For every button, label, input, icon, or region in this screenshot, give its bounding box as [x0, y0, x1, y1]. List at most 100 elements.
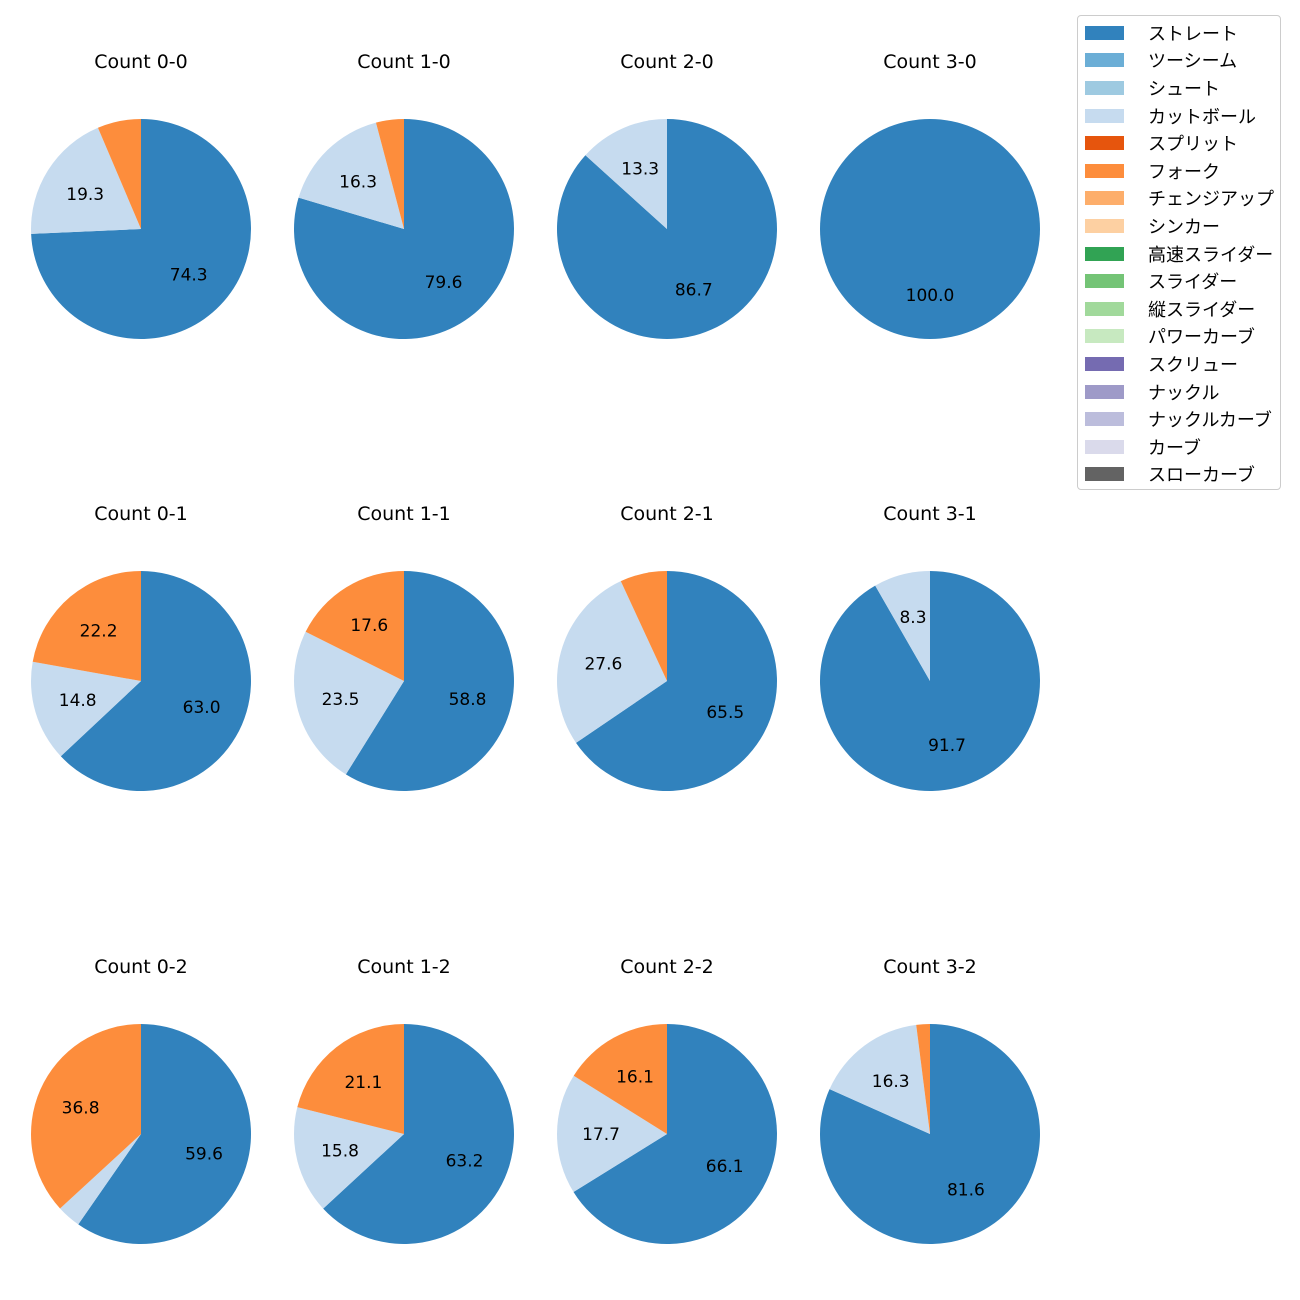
pie-slice-カットボール	[31, 661, 141, 757]
legend-item: ストレート	[1078, 19, 1280, 47]
pie-slice-カットボール	[875, 571, 930, 681]
pie-title: Count 2-0	[620, 51, 714, 73]
pie-slice-ストレート	[60, 571, 251, 791]
pie-title: Count 3-1	[883, 503, 977, 525]
pie-data-label: 21.1	[344, 1073, 382, 1093]
pie-slice-カットボール	[293, 631, 404, 775]
legend-label: ナックル	[1148, 382, 1220, 404]
legend-swatch	[1085, 467, 1124, 482]
pie-data-label: 13.3	[621, 160, 659, 180]
legend-item: ツーシーム	[1078, 47, 1280, 75]
pie-data-label: 27.6	[584, 654, 622, 674]
pie-slice-カットボール	[31, 127, 141, 234]
pie-slice-フォーク	[916, 1024, 930, 1134]
pie-slice-フォーク	[305, 571, 404, 681]
pie-slice-ストレート	[573, 1024, 777, 1244]
pie-slice-フォーク	[297, 1023, 404, 1134]
legend-swatch	[1085, 136, 1124, 151]
legend-swatch	[1085, 218, 1124, 233]
pie-count-3-0: Count 3-0 100.0	[820, 51, 1040, 339]
legend-swatch	[1085, 246, 1124, 261]
legend-label: スローカーブ	[1148, 465, 1255, 487]
legend-item: パワーカーブ	[1078, 323, 1280, 351]
legend-label: ツーシーム	[1148, 51, 1238, 73]
legend: ストレートツーシームシュートカットボール スプリットフォークチェンジアップ シンカー…	[1077, 15, 1281, 490]
pie-slice-カットボール	[585, 119, 667, 229]
pie-data-label: 8.3	[899, 608, 926, 628]
pie-count-3-2: Count 3-2 81.6 16.3	[819, 956, 1040, 1244]
legend-swatch	[1085, 191, 1124, 206]
legend-item: スローカーブ	[1078, 461, 1280, 489]
pie-data-label: 74.3	[170, 266, 208, 286]
pie-slice-カットボール	[829, 1024, 930, 1134]
pie-count-2-1: Count 2-1 65.5 27.6	[557, 503, 777, 791]
pie-slice-ストレート	[323, 1024, 514, 1244]
pie-slice-カットボール	[293, 1107, 404, 1209]
legend-label: カーブ	[1148, 437, 1201, 459]
pie-title: Count 0-2	[94, 956, 188, 978]
legend-swatch	[1085, 356, 1124, 371]
pie-data-label: 23.5	[322, 690, 360, 710]
legend-swatch	[1085, 439, 1124, 454]
legend-swatch	[1085, 80, 1124, 95]
legend-label: 高速スライダー	[1148, 244, 1274, 266]
pie-count-0-2: Count 0-2 59.6 36.8	[31, 956, 252, 1244]
pie-title: Count 2-2	[620, 956, 714, 978]
legend-swatch	[1085, 108, 1124, 123]
legend-item: 縦スライダー	[1078, 295, 1280, 323]
legend-label: カットボール	[1148, 106, 1256, 128]
pie-slice-フォーク	[620, 571, 667, 681]
pie-slice-カットボール	[298, 122, 404, 229]
legend-swatch	[1085, 274, 1124, 289]
pie-slice-ストレート	[820, 119, 1040, 339]
pie-data-label: 16.3	[872, 1072, 910, 1092]
pie-slice-ストレート	[78, 1024, 252, 1244]
pie-slice-ストレート	[345, 571, 514, 791]
pie-data-label: 14.8	[59, 691, 97, 711]
legend-item: フォーク	[1078, 157, 1280, 185]
pie-slice-ストレート	[576, 571, 777, 791]
legend-swatch	[1085, 329, 1124, 344]
legend-label: フォーク	[1148, 161, 1220, 183]
pie-data-label: 66.1	[706, 1157, 744, 1177]
pie-slice-カットボール	[557, 1075, 667, 1192]
pie-data-label: 63.0	[183, 698, 221, 718]
pie-data-label: 65.5	[706, 703, 744, 723]
pie-count-2-0: Count 2-0 86.7 13.3	[556, 51, 777, 339]
legend-label: スプリット	[1148, 134, 1238, 156]
legend-label: パワーカーブ	[1148, 327, 1255, 349]
legend-label: ナックルカーブ	[1148, 410, 1272, 432]
pie-title: Count 0-1	[94, 503, 188, 525]
pie-data-label: 59.6	[185, 1145, 223, 1165]
legend-swatch	[1085, 163, 1124, 178]
pie-data-label: 86.7	[675, 280, 713, 300]
legend-swatch	[1085, 301, 1124, 316]
pie-data-label: 63.2	[446, 1152, 484, 1172]
pie-title: Count 2-1	[620, 503, 714, 525]
pie-slice-ストレート	[556, 119, 777, 339]
legend-item: シンカー	[1078, 212, 1280, 240]
legend-item: チェンジアップ	[1078, 185, 1280, 213]
pie-title: Count 3-0	[883, 51, 977, 73]
legend-item: スクリュー	[1078, 350, 1280, 378]
pie-slice-フォーク	[97, 119, 141, 229]
pie-title: Count 1-1	[357, 503, 451, 525]
pie-title: Count 0-0	[94, 51, 188, 73]
pie-count-0-1: Count 0-1 63.0 14.8 22.2	[31, 503, 251, 791]
pie-data-label: 17.7	[582, 1125, 620, 1145]
legend-label: シュート	[1148, 78, 1220, 100]
pie-slice-フォーク	[573, 1024, 667, 1134]
pie-data-label: 79.6	[425, 273, 463, 293]
pie-title: Count 3-2	[883, 956, 977, 978]
pie-slice-カットボール	[557, 581, 667, 743]
pie-slice-フォーク	[31, 1024, 141, 1209]
pie-slice-ストレート	[819, 571, 1040, 791]
legend-item: スライダー	[1078, 267, 1280, 295]
legend-swatch	[1085, 412, 1124, 427]
pie-slice-カットボール	[60, 1134, 141, 1225]
legend-swatch	[1085, 53, 1124, 68]
pie-title: Count 1-2	[357, 956, 451, 978]
legend-swatch	[1085, 25, 1124, 40]
legend-label: チェンジアップ	[1148, 189, 1274, 211]
pie-count-3-1: Count 3-1 91.7 8.3	[819, 503, 1040, 791]
